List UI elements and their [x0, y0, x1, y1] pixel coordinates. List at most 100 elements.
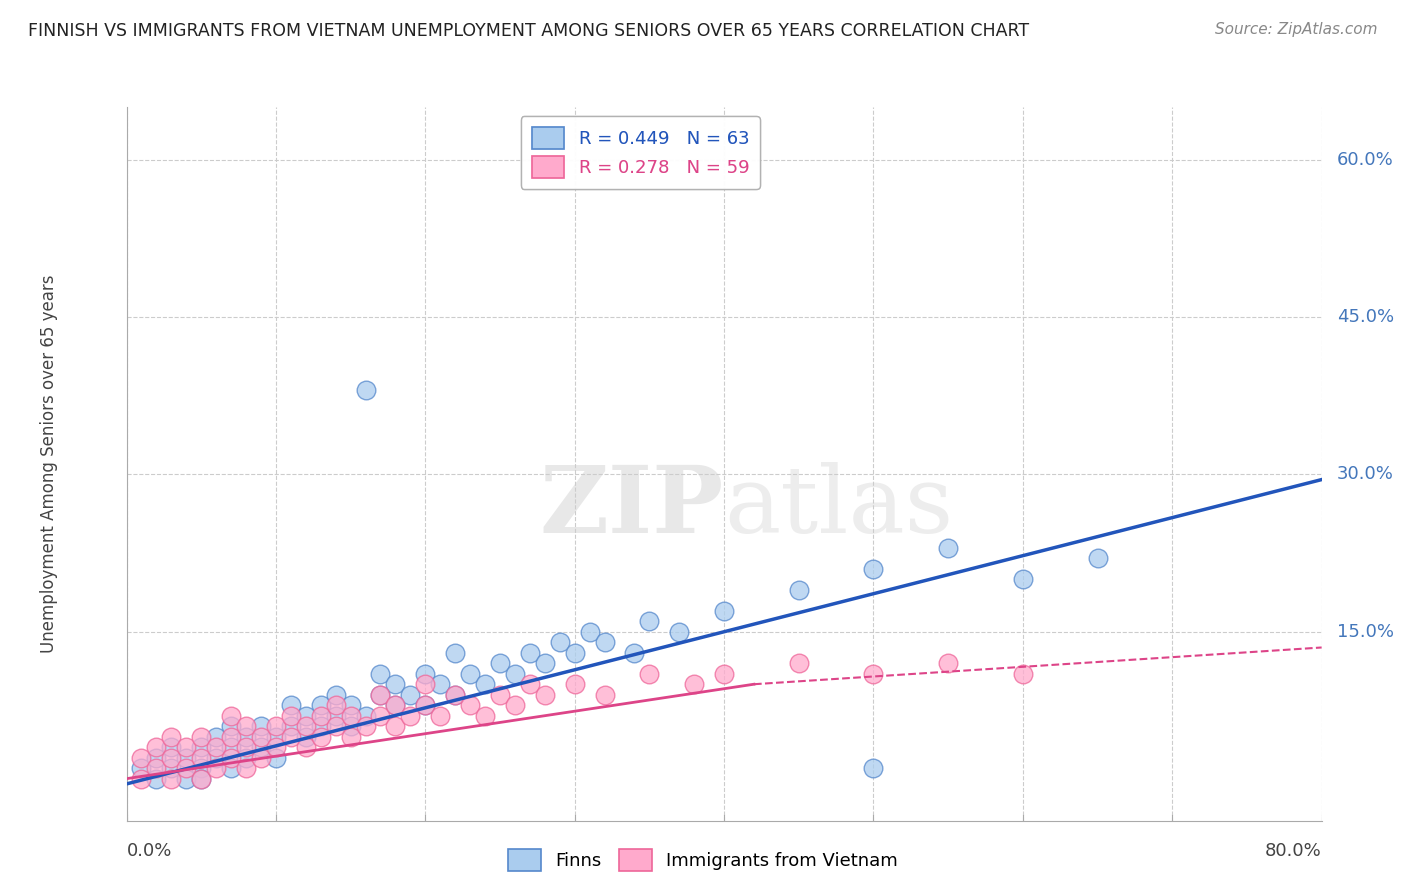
Point: [489, 688, 512, 702]
Point: [354, 708, 377, 723]
Legend: R = 0.449   N = 63, R = 0.278   N = 59: R = 0.449 N = 63, R = 0.278 N = 59: [520, 116, 761, 189]
Point: [578, 624, 600, 639]
Point: [145, 750, 167, 764]
Point: [325, 688, 347, 702]
Point: [190, 772, 212, 786]
Point: [235, 761, 257, 775]
Point: [370, 688, 392, 702]
Point: [235, 719, 257, 733]
Point: [145, 772, 167, 786]
Point: [131, 772, 153, 786]
Point: [325, 708, 347, 723]
Point: [190, 761, 212, 775]
Point: [862, 666, 884, 681]
Point: [1011, 572, 1033, 586]
Point: [593, 635, 616, 649]
Point: [787, 657, 810, 671]
Point: [429, 708, 451, 723]
Point: [1011, 666, 1033, 681]
Point: [415, 698, 437, 713]
Point: [160, 740, 183, 755]
Point: [415, 677, 437, 691]
Point: [294, 740, 316, 755]
Point: [264, 740, 287, 755]
Point: [593, 688, 616, 702]
Point: [219, 719, 242, 733]
Point: [160, 750, 183, 764]
Point: [474, 677, 496, 691]
Point: [503, 666, 526, 681]
Point: [235, 730, 257, 744]
Point: [1087, 551, 1109, 566]
Point: [325, 719, 347, 733]
Point: [174, 772, 197, 786]
Point: [384, 719, 406, 733]
Point: [145, 740, 167, 755]
Point: [264, 750, 287, 764]
Text: Unemployment Among Seniors over 65 years: Unemployment Among Seniors over 65 years: [39, 275, 58, 653]
Text: Source: ZipAtlas.com: Source: ZipAtlas.com: [1215, 22, 1378, 37]
Point: [415, 666, 437, 681]
Point: [174, 750, 197, 764]
Point: [131, 761, 153, 775]
Point: [235, 740, 257, 755]
Point: [474, 708, 496, 723]
Point: [429, 677, 451, 691]
Point: [250, 750, 273, 764]
Point: [354, 384, 377, 398]
Point: [713, 666, 735, 681]
Point: [384, 698, 406, 713]
Point: [862, 761, 884, 775]
Point: [519, 646, 541, 660]
Text: ZIP: ZIP: [540, 462, 724, 551]
Point: [264, 730, 287, 744]
Point: [370, 666, 392, 681]
Point: [294, 708, 316, 723]
Text: 30.0%: 30.0%: [1337, 466, 1393, 483]
Point: [399, 708, 422, 723]
Point: [638, 614, 661, 628]
Point: [339, 719, 361, 733]
Point: [415, 698, 437, 713]
Point: [205, 740, 228, 755]
Point: [280, 730, 302, 744]
Point: [936, 657, 959, 671]
Point: [219, 730, 242, 744]
Point: [787, 582, 810, 597]
Text: 45.0%: 45.0%: [1337, 308, 1393, 326]
Point: [444, 646, 467, 660]
Point: [384, 677, 406, 691]
Point: [294, 719, 316, 733]
Point: [309, 719, 332, 733]
Text: 15.0%: 15.0%: [1337, 623, 1393, 640]
Point: [668, 624, 690, 639]
Point: [444, 688, 467, 702]
Point: [489, 657, 512, 671]
Point: [309, 708, 332, 723]
Point: [205, 750, 228, 764]
Point: [325, 698, 347, 713]
Point: [638, 666, 661, 681]
Point: [131, 750, 153, 764]
Point: [219, 740, 242, 755]
Point: [458, 666, 481, 681]
Point: [250, 740, 273, 755]
Point: [534, 688, 557, 702]
Point: [936, 541, 959, 555]
Point: [294, 730, 316, 744]
Text: 60.0%: 60.0%: [1337, 151, 1393, 169]
Point: [190, 750, 212, 764]
Point: [160, 730, 183, 744]
Text: FINNISH VS IMMIGRANTS FROM VIETNAM UNEMPLOYMENT AMONG SENIORS OVER 65 YEARS CORR: FINNISH VS IMMIGRANTS FROM VIETNAM UNEMP…: [28, 22, 1029, 40]
Text: 0.0%: 0.0%: [127, 842, 172, 860]
Point: [370, 708, 392, 723]
Point: [503, 698, 526, 713]
Point: [339, 730, 361, 744]
Point: [623, 646, 645, 660]
Point: [250, 730, 273, 744]
Point: [264, 719, 287, 733]
Text: atlas: atlas: [724, 462, 953, 551]
Point: [354, 719, 377, 733]
Text: 80.0%: 80.0%: [1265, 842, 1322, 860]
Point: [174, 740, 197, 755]
